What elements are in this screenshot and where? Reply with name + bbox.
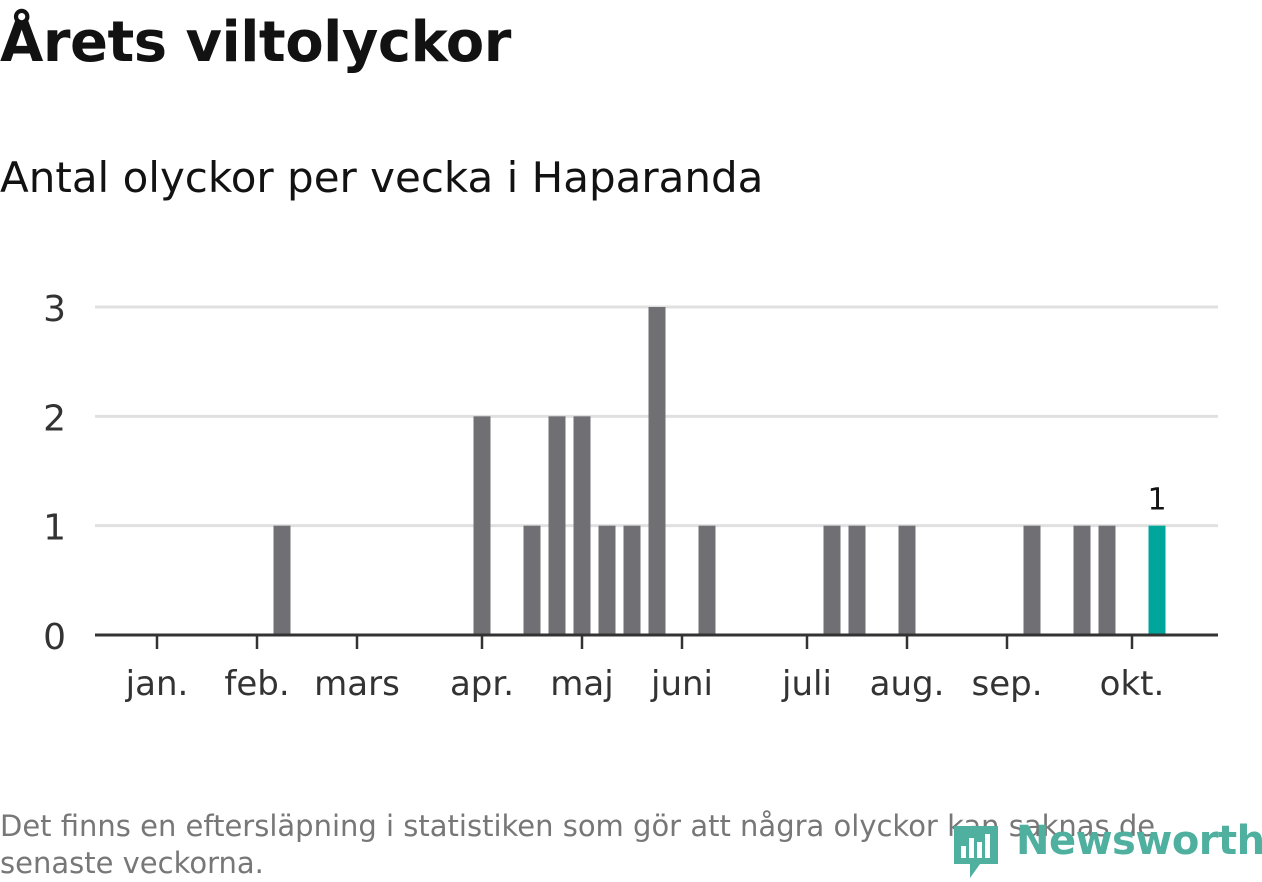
brand-name: Newsworthy [1016,818,1262,864]
x-tick-label: maj [550,664,613,704]
x-tick-label: mars [314,664,400,704]
x-tick-label: jan. [125,664,189,704]
bar [898,525,916,635]
y-tick-label: 2 [43,398,66,439]
chart-title: Årets viltolyckor [0,10,511,75]
bar [1098,525,1116,635]
bar [273,525,291,635]
x-tick-label: aug. [870,664,945,704]
bar [823,525,841,635]
newsworthy-logo-icon [954,826,998,878]
bar [698,525,716,635]
y-tick-label: 0 [43,617,66,658]
x-tick-label: okt. [1100,664,1165,704]
bar [523,525,541,635]
bar [548,416,566,635]
bar [1148,525,1166,635]
y-tick-label: 1 [43,508,66,549]
bar-chart: 0 1 2 3 1 jan. feb. mars apr. maj juni juli aug. sep.… [43,289,1218,704]
bar [648,307,666,635]
chart-subtitle: Antal olyckor per vecka i Haparanda [0,153,764,202]
data-label: 1 [1147,483,1166,518]
bar [473,416,491,635]
x-tick-label: apr. [450,664,514,704]
bar [623,525,641,635]
bar [1023,525,1041,635]
y-tick-label: 3 [43,289,66,330]
x-tick-label: juli [781,664,832,704]
bar [1073,525,1091,635]
bar [848,525,866,635]
x-tick-label: feb. [224,664,289,704]
bar [598,525,616,635]
newsworthy-logo: Newsworthy [950,814,1262,880]
x-tick-label: juni [650,664,713,704]
x-tick-label: sep. [971,664,1042,704]
bar [573,416,591,635]
